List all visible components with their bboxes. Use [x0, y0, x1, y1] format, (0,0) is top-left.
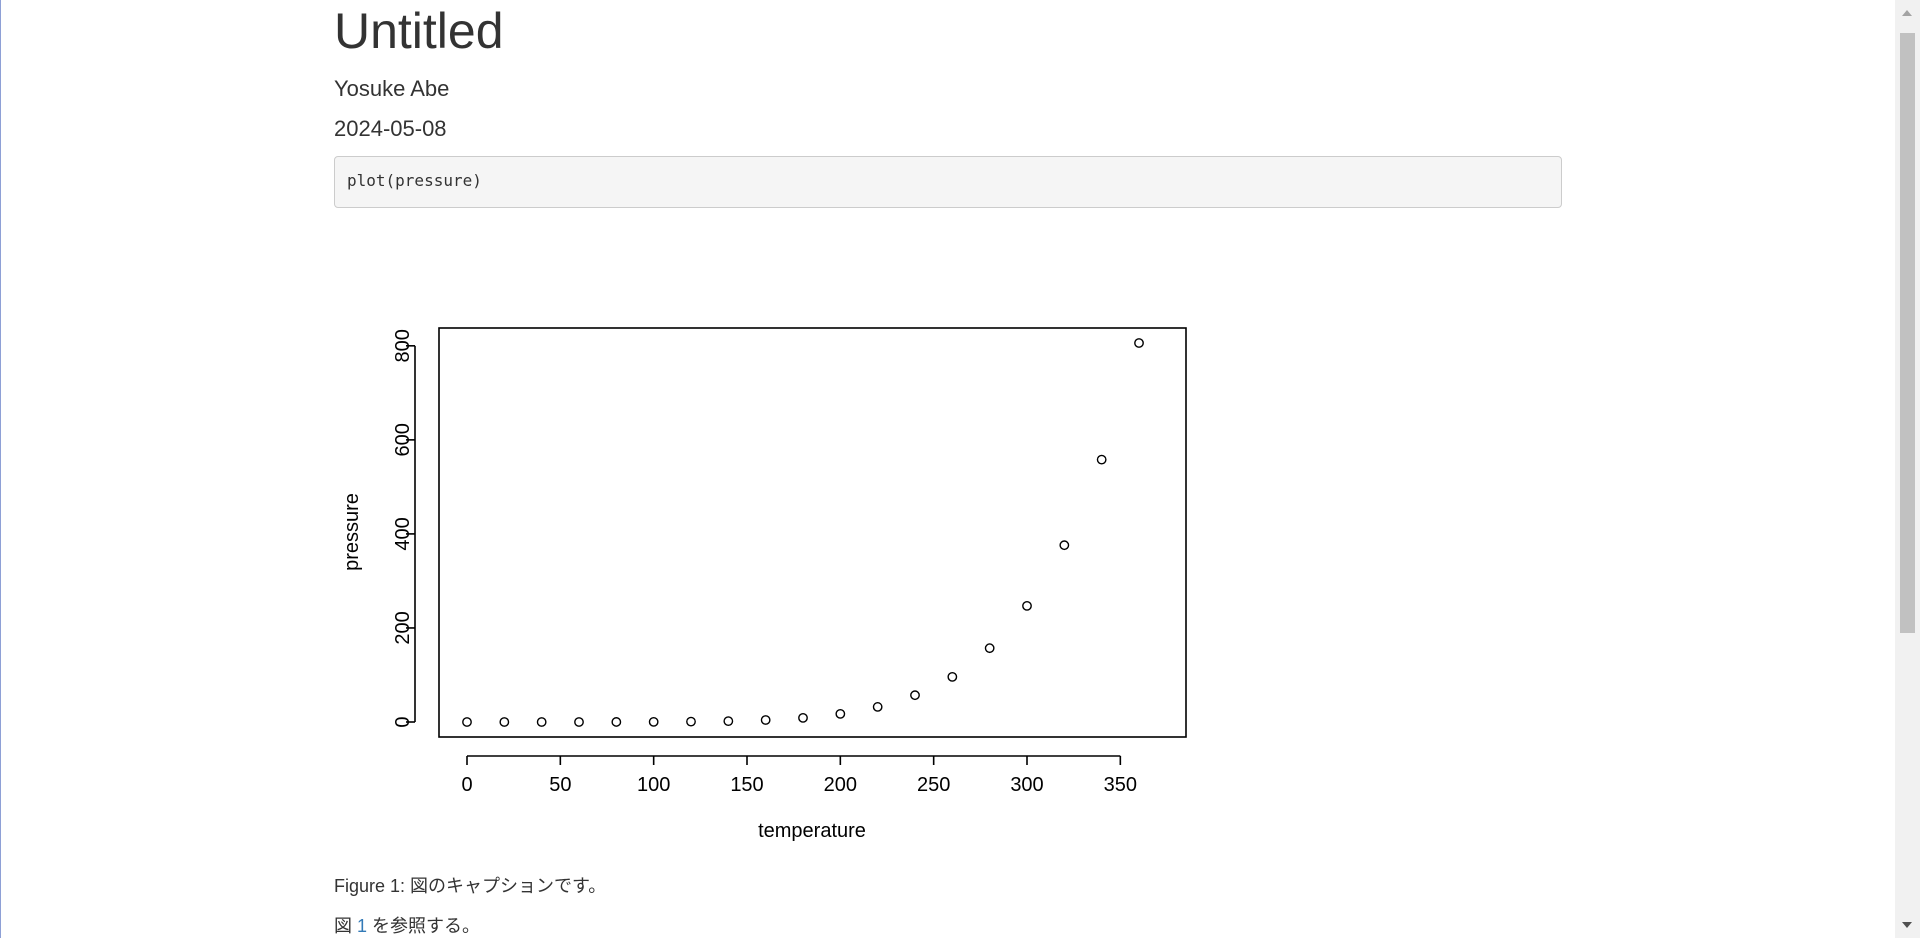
reference-suffix: を参照する。	[367, 916, 481, 936]
data-point	[1059, 540, 1070, 551]
data-point	[984, 643, 995, 654]
y-tick-label: 600	[392, 423, 414, 456]
y-tick-label: 200	[392, 611, 414, 644]
x-axis-label: temperature	[758, 820, 866, 842]
x-tick-label: 350	[1104, 774, 1137, 796]
document-date: 2024-05-08	[334, 116, 447, 141]
data-points	[462, 338, 1144, 727]
y-axis-label: pressure	[341, 493, 363, 571]
data-point	[835, 708, 846, 719]
chevron-down-icon[interactable]	[1902, 922, 1912, 928]
data-point	[536, 717, 547, 727]
data-point	[1134, 338, 1144, 348]
x-tick-label: 100	[637, 774, 670, 796]
data-point	[798, 712, 808, 723]
data-point	[760, 715, 771, 725]
data-point	[686, 716, 696, 727]
x-axis: 0 50 100 150 200 250 300 350	[461, 755, 1137, 796]
data-point	[1096, 454, 1107, 465]
y-axis: 0 200 400 600 800	[392, 329, 416, 728]
data-point	[648, 716, 659, 727]
vertical-scrollbar[interactable]	[1895, 0, 1920, 938]
data-point	[611, 717, 622, 727]
document-title: Untitled	[334, 3, 504, 59]
reference-prefix: 図	[334, 916, 358, 936]
document-author: Yosuke Abe	[334, 76, 450, 101]
x-tick-label: 150	[730, 774, 763, 796]
data-point	[1022, 600, 1032, 611]
y-tick-label: 800	[392, 329, 414, 362]
data-point	[947, 671, 958, 682]
y-tick-label: 0	[392, 716, 414, 727]
x-tick-label: 250	[917, 774, 950, 796]
plot-frame	[438, 327, 1187, 738]
data-point	[462, 717, 472, 727]
chevron-up-icon[interactable]	[1902, 10, 1912, 16]
figure-reference-line: 図 1 を参照する。	[334, 912, 480, 938]
data-point	[723, 716, 734, 727]
figure-caption: Figure 1: 図のキャプションです。	[334, 876, 607, 896]
data-point	[499, 717, 510, 727]
data-point	[574, 717, 584, 727]
data-point	[872, 702, 883, 712]
data-point	[910, 690, 920, 701]
y-tick-label: 400	[392, 517, 414, 550]
figure-reference-link[interactable]: 1	[357, 916, 368, 936]
x-tick-label: 50	[549, 774, 571, 796]
x-tick-label: 300	[1010, 774, 1043, 796]
x-tick-label: 0	[461, 774, 472, 796]
code-chunk: plot(pressure)	[334, 156, 1562, 208]
scrollbar-thumb[interactable]	[1900, 33, 1915, 633]
x-tick-label: 200	[824, 774, 857, 796]
